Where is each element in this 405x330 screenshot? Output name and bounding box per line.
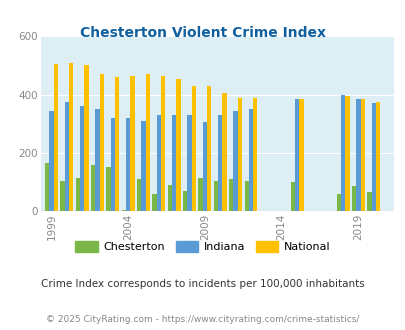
Bar [367,192,371,211]
Bar [202,122,207,211]
Bar [60,181,64,211]
Legend: Chesterton, Indiana, National: Chesterton, Indiana, National [71,237,334,257]
Bar [375,102,379,211]
Bar [95,109,99,211]
Bar [176,79,180,211]
Bar [213,181,217,211]
Bar [122,210,126,211]
Bar [141,121,145,211]
Bar [152,194,156,211]
Bar [172,115,176,211]
Bar [156,115,161,211]
Bar [84,65,88,211]
Bar [69,63,73,211]
Bar [351,186,356,211]
Text: Crime Index corresponds to incidents per 100,000 inhabitants: Crime Index corresponds to incidents per… [41,279,364,289]
Bar [161,76,165,211]
Bar [198,178,202,211]
Bar [229,179,233,211]
Bar [187,115,191,211]
Bar [167,185,172,211]
Bar [75,178,80,211]
Bar [371,103,375,211]
Bar [340,95,344,211]
Text: © 2025 CityRating.com - https://www.cityrating.com/crime-statistics/: © 2025 CityRating.com - https://www.city… [46,315,359,324]
Bar [217,115,222,211]
Bar [115,77,119,211]
Bar [244,181,248,211]
Bar [222,93,226,211]
Bar [191,86,196,211]
Bar [233,111,237,211]
Bar [49,111,53,211]
Bar [145,74,149,211]
Bar [290,182,294,211]
Bar [64,102,69,211]
Bar [80,106,84,211]
Bar [336,194,340,211]
Bar [237,98,241,211]
Bar [248,109,253,211]
Bar [130,76,134,211]
Bar [294,99,298,211]
Bar [137,179,141,211]
Bar [110,118,115,211]
Bar [99,74,104,211]
Bar [53,64,58,211]
Bar [207,86,211,211]
Bar [253,98,257,211]
Bar [360,99,364,211]
Bar [126,118,130,211]
Bar [45,163,49,211]
Bar [183,191,187,211]
Bar [356,99,360,211]
Bar [91,165,95,211]
Bar [106,168,110,211]
Bar [344,96,349,211]
Bar [298,99,303,211]
Text: Chesterton Violent Crime Index: Chesterton Violent Crime Index [80,26,325,40]
